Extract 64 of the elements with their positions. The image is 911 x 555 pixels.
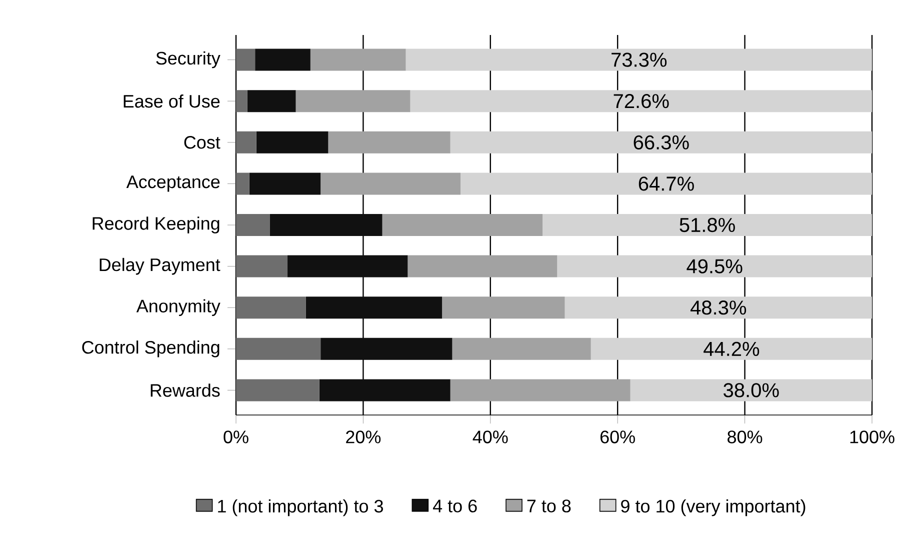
legend-label: 9 to 10 (very important) [621,499,806,516]
bar [557,255,872,278]
legend-label: 7 to 8 [527,500,571,512]
data-label: 72.6% [614,94,669,108]
bar [450,379,630,402]
y-tick-label: Control Spending [82,340,220,358]
bar [452,338,591,360]
x-tick-label: 60% [600,430,635,444]
bar [328,131,450,154]
bar [319,379,450,402]
bar [236,296,306,319]
y-tick-label: Anonymity [136,299,220,316]
bar [320,172,461,195]
bar [236,172,250,195]
bar [256,131,328,154]
bar [236,214,270,236]
bar [630,379,872,402]
bar [236,338,321,360]
data-label: 73.3% [612,52,667,67]
x-tick-label: 0% [224,430,248,444]
bar [236,255,288,278]
bar [249,172,321,195]
data-label: 64.7% [638,176,694,191]
x-tick-label: 100% [850,430,894,444]
bar [320,338,452,360]
y-tick-label: Acceptance [126,176,220,192]
bar [590,338,872,360]
bar [236,90,248,112]
data-label: 51.8% [680,218,735,232]
bar [270,214,382,236]
y-tick-label: Cost [184,136,220,149]
bar [442,296,565,319]
y-tick-label: Rewards [150,384,220,397]
bar [310,48,406,71]
legend-label: 1 (not important) to 3 [218,499,383,516]
bar [408,255,558,278]
x-tick-label: 80% [728,430,762,444]
bar [236,48,256,71]
bar [410,90,872,112]
bar [460,172,872,195]
legend-label: 4 to 6 [432,500,477,512]
bar [450,131,872,154]
bar [406,48,872,71]
data-label: 44.2% [704,342,760,356]
data-label: 66.3% [634,135,689,150]
data-label: 48.3% [690,300,746,315]
bar [542,214,872,236]
x-tick-label: 20% [346,430,381,444]
bar [296,90,410,112]
y-tick-label: Delay Payment [100,258,220,275]
bar [382,214,543,236]
bar [564,296,872,319]
bar [255,48,310,71]
bar [247,90,296,112]
data-label: 49.5% [686,259,742,274]
y-tick-label: Ease of Use [124,94,220,108]
y-tick-label: Security [156,51,220,68]
bar [236,379,320,402]
x-tick-label: 40% [472,430,508,444]
bar [306,296,442,319]
y-tick-label: Record Keeping [92,216,220,234]
bar [288,255,408,278]
bar [236,131,256,154]
data-label: 38.0% [724,383,779,398]
